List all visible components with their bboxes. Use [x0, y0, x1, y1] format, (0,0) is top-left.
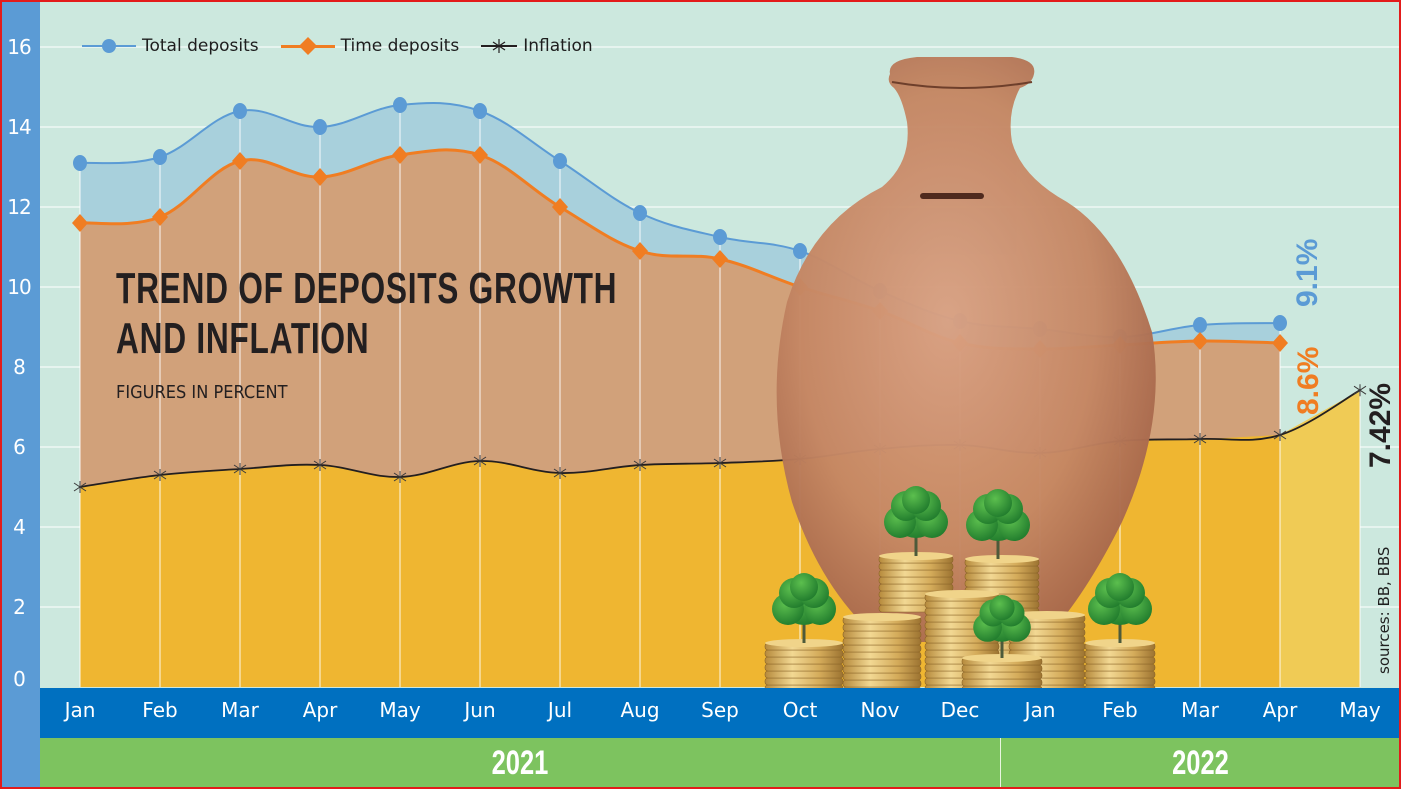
- diamond-marker-icon: [280, 36, 335, 56]
- inflation-last-value: 7.42%: [1364, 382, 1397, 468]
- y-tick-label: 16: [7, 35, 31, 59]
- legend-item-time-deposits: Time deposits: [280, 36, 460, 56]
- x-tick-month: Apr: [302, 698, 338, 722]
- legend-item-inflation: Inflation: [481, 36, 593, 56]
- total-deposits-last-value: 9.1%: [1291, 238, 1324, 307]
- x-tick-month: Aug: [620, 698, 660, 722]
- y-tick-label: 10: [7, 275, 31, 299]
- x-tick-month: Jul: [547, 698, 573, 722]
- x-tick-month: May: [1339, 698, 1381, 722]
- chart-title-line-2: AND INFLATION: [116, 314, 370, 363]
- asterisk-marker-icon: [481, 36, 518, 56]
- y-tick-label: 6: [13, 435, 26, 459]
- x-tick-year: 2021: [491, 744, 549, 782]
- x-tick-month: Nov: [860, 698, 900, 722]
- x-tick-month: Oct: [782, 698, 818, 722]
- x-tick-month: Feb: [1102, 698, 1138, 722]
- x-tick-month: Feb: [142, 698, 178, 722]
- year-divider: [1000, 738, 1001, 787]
- y-tick-label: 8: [13, 355, 26, 379]
- y-tick-label: 12: [7, 195, 31, 219]
- x-tick-month: Apr: [1262, 698, 1298, 722]
- circle-marker-icon: [82, 36, 136, 56]
- legend-label-inflation: Inflation: [523, 36, 593, 56]
- time-deposits-last-value: 8.6%: [1292, 346, 1325, 415]
- chart-title-line-1: TREND OF DEPOSITS GROWTH: [116, 264, 618, 313]
- source-note: sources: BB, BBS: [1375, 546, 1393, 674]
- y-tick-label: 4: [13, 515, 26, 539]
- x-tick-month: Sep: [701, 698, 739, 722]
- legend-label-total-deposits: Total deposits: [142, 36, 259, 56]
- x-tick-month: Jan: [64, 698, 96, 722]
- legend-label-time-deposits: Time deposits: [340, 36, 460, 56]
- x-tick-month: Jan: [1024, 698, 1056, 722]
- legend-item-total-deposits: Total deposits: [82, 36, 259, 56]
- y-axis-strip: 0 2 4 6 8 10 12 14 16: [2, 2, 40, 787]
- chart-legend: Total deposits Time deposits Inflation: [82, 36, 593, 56]
- y-tick-label: 2: [13, 595, 26, 619]
- x-tick-month: Mar: [1181, 698, 1219, 722]
- x-tick-month: Dec: [940, 698, 980, 722]
- y-tick-label: 14: [7, 115, 31, 139]
- x-tick-month: Mar: [221, 698, 259, 722]
- x-axis-years: 2021 2022: [40, 738, 1399, 787]
- x-tick-year: 2022: [1172, 744, 1229, 782]
- x-axis-months: Jan Feb Mar Apr May Jun Jul Aug Sep Oct Nov Dec Jan F…: [40, 688, 1399, 738]
- y-tick-label: 0: [13, 667, 26, 691]
- x-tick-month: May: [379, 698, 421, 722]
- chart-title-block: TREND OF DEPOSITS GROWTH AND INFLATION F…: [116, 264, 812, 403]
- chart-subtitle: FIGURES IN PERCENT: [116, 382, 288, 403]
- x-tick-month: Jun: [464, 698, 496, 722]
